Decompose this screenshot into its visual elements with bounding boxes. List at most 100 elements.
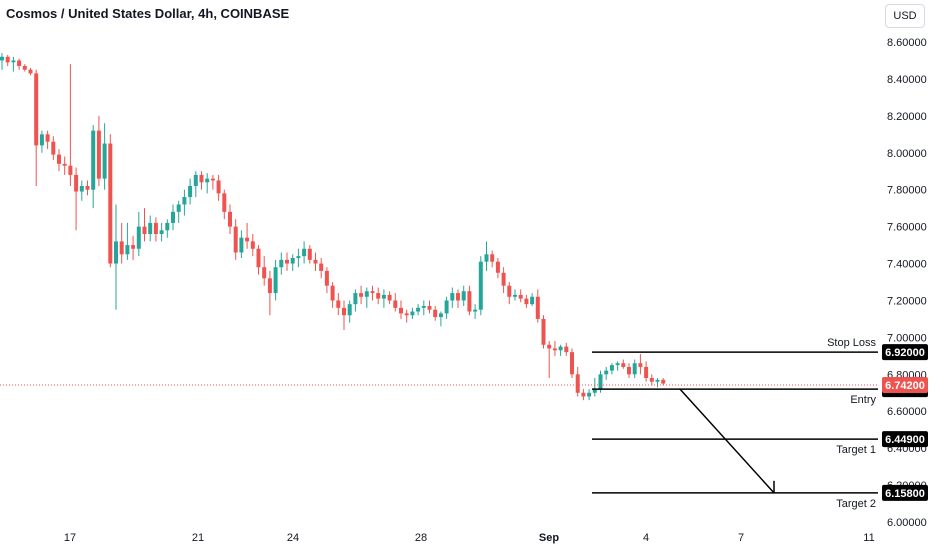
time-axis[interactable]: 17 21 24 28 Sep 4 7 11 <box>64 532 875 544</box>
candle <box>570 348 574 378</box>
price-tick-label: 6.00000 <box>887 517 927 529</box>
candle <box>552 341 557 356</box>
candle <box>592 378 597 397</box>
candle-body <box>649 378 654 382</box>
candle-body <box>421 306 426 308</box>
candle-body <box>233 226 238 253</box>
candle-body <box>96 130 101 179</box>
candle-body <box>364 291 369 297</box>
candle-body <box>302 248 307 257</box>
candle-body <box>627 366 631 375</box>
candle-body <box>501 272 506 286</box>
candle-body <box>245 237 250 242</box>
candle <box>205 173 210 194</box>
candle-body <box>438 313 443 318</box>
candle <box>96 115 101 186</box>
candle <box>267 270 272 316</box>
candle <box>5 54 10 66</box>
candle <box>285 252 289 271</box>
price-label-text: 6.92000 <box>885 347 925 359</box>
candle-body <box>376 293 381 299</box>
candle <box>587 389 592 401</box>
candle-body <box>267 278 272 294</box>
candle-body <box>444 300 449 314</box>
candle-body <box>604 370 609 375</box>
candle <box>17 58 22 70</box>
price-label: 6.44900 <box>882 431 928 448</box>
candle <box>142 208 147 242</box>
candle-body <box>68 165 73 175</box>
candle-body <box>193 174 198 186</box>
candle <box>484 241 489 271</box>
candle <box>632 359 637 378</box>
candle <box>410 307 415 319</box>
candle-body <box>655 379 660 382</box>
currency-button[interactable]: USD <box>885 4 925 28</box>
candle <box>444 296 449 319</box>
candle <box>404 309 409 323</box>
price-label-text: 6.74200 <box>885 380 925 392</box>
candle <box>11 56 16 72</box>
candle <box>609 363 614 375</box>
candle-body <box>250 241 255 249</box>
candle <box>210 174 215 190</box>
candle-body <box>410 311 415 316</box>
time-tick-label: 24 <box>287 532 299 544</box>
candle <box>296 248 301 268</box>
candle-body <box>581 392 586 397</box>
candle-body <box>530 296 535 305</box>
candle <box>450 287 455 308</box>
time-tick-label: 17 <box>64 532 76 544</box>
candle <box>581 389 586 401</box>
candle <box>171 204 175 231</box>
level-name: Target 1 <box>836 444 876 456</box>
candle <box>114 204 118 310</box>
candle-body <box>370 291 375 294</box>
candle-body <box>74 174 79 192</box>
candle-body <box>564 346 569 353</box>
candle <box>28 67 33 76</box>
candle-body <box>433 309 438 318</box>
time-tick-label: 28 <box>415 532 427 544</box>
candle-body <box>307 248 312 260</box>
candle <box>34 69 39 186</box>
candle-body <box>478 261 483 310</box>
candle <box>74 167 79 231</box>
candle <box>336 293 341 316</box>
candle <box>615 361 620 371</box>
candle-body <box>136 226 141 249</box>
candle <box>421 300 426 316</box>
candle-body <box>507 285 512 297</box>
candle <box>153 217 158 242</box>
candle-body <box>57 154 61 164</box>
candle <box>530 293 535 306</box>
candle-body <box>484 254 489 262</box>
candle-body <box>427 306 432 310</box>
price-tick-label: 7.40000 <box>887 259 927 271</box>
candle <box>473 304 478 319</box>
candle-body <box>176 204 181 212</box>
candle-body <box>387 294 392 301</box>
candle-body <box>171 211 175 223</box>
candle-body <box>108 143 113 264</box>
candle <box>108 134 113 268</box>
candle <box>461 285 466 306</box>
candle <box>507 282 512 305</box>
candle <box>638 354 643 375</box>
price-tick-label: 7.00000 <box>887 332 927 344</box>
projection-line[interactable] <box>679 388 775 494</box>
candle-body <box>490 254 495 262</box>
price-axis[interactable]: 8.60000 8.40000 8.20000 8.00000 7.80000 7.600… <box>887 37 927 529</box>
candle <box>22 64 27 72</box>
candle <box>228 204 232 234</box>
candle-body <box>598 374 603 390</box>
candle <box>547 341 552 378</box>
price-label: 6.74200 <box>882 377 928 394</box>
candle <box>456 289 460 308</box>
candle <box>644 361 649 382</box>
candle <box>467 285 472 316</box>
candle-body <box>495 261 500 273</box>
candle <box>239 230 244 258</box>
